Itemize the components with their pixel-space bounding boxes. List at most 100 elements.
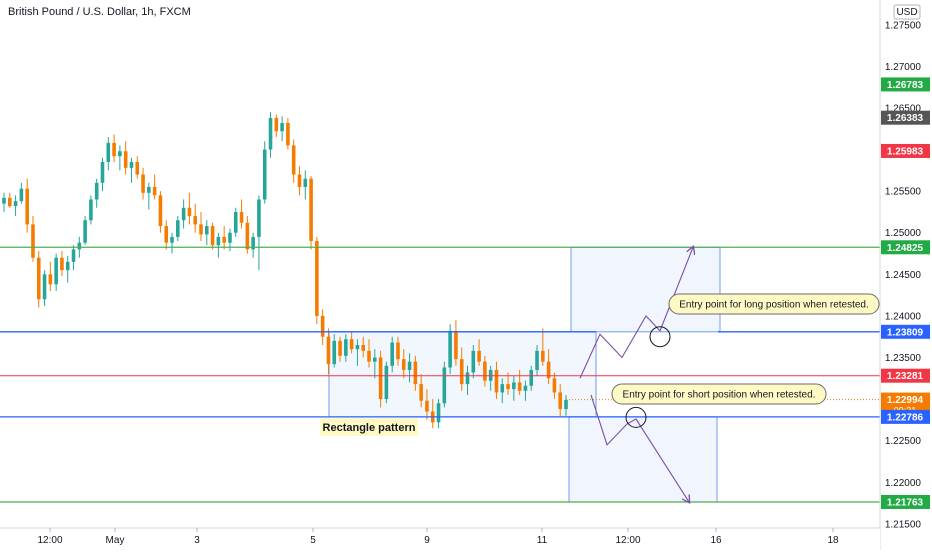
candle-body (42, 274, 47, 300)
price-marker: 1.22786 (881, 409, 930, 424)
candle-body (54, 257, 58, 285)
candle-body (471, 350, 476, 373)
candle-body (77, 242, 82, 250)
short-entry-callout-bubble (611, 383, 827, 405)
candle-body (106, 142, 111, 163)
time-tick-label: 5 (310, 535, 316, 546)
candle-body (373, 357, 377, 362)
price-axis[interactable]: 1.275001.270001.265001.260001.255001.250… (879, 0, 932, 550)
candle-body (25, 188, 29, 225)
long-entry-callout: Entry point for long position when retes… (668, 293, 880, 315)
candle-body (83, 220, 87, 243)
time-tick-label: May (106, 535, 125, 546)
price-marker-bg (881, 143, 930, 158)
candle-body (384, 365, 389, 400)
candle-body (355, 345, 360, 350)
price-marker-label: 1.25983 (887, 146, 924, 157)
time-tick-label: 9 (424, 535, 430, 546)
candle-body (529, 369, 534, 386)
short-retest-circle (625, 406, 647, 428)
candle-body (297, 174, 302, 187)
time-tick-label: 16 (710, 535, 722, 546)
candle-body (326, 336, 331, 365)
candle-body (239, 211, 244, 223)
short-entry-callout-text: Entry point for short position when rete… (623, 390, 816, 401)
long-projection-path (579, 247, 693, 379)
candle-body (512, 382, 516, 390)
candle-body (454, 330, 458, 360)
candle-body (332, 340, 337, 365)
rectangle-pattern-label-bg (320, 418, 418, 436)
long-entry-callout-bubble (668, 293, 880, 315)
price-marker-label: 1.24825 (887, 243, 924, 254)
candle-body (89, 199, 93, 221)
candle-body (181, 207, 186, 221)
long-retest-circle (649, 326, 671, 348)
price-marker-label: 1.26383 (887, 113, 924, 124)
candle-body (535, 350, 539, 370)
time-axis[interactable]: 12:00 May 3 5 9 11 12:00 16 18 (0, 527, 880, 550)
price-tick-label: 1.23500 (885, 353, 922, 364)
price-tick-label: 1.25000 (885, 228, 922, 239)
plot-area[interactable] (0, 0, 880, 528)
price-marker-bg (881, 368, 930, 383)
candle-body (251, 236, 255, 250)
candle-body (465, 372, 470, 385)
price-marker: 1.23809 (881, 324, 930, 339)
candle-body (152, 186, 157, 196)
candle-body (401, 359, 406, 370)
candle-body (291, 145, 296, 175)
currency-badge: USD (893, 4, 921, 20)
candle-body (442, 367, 447, 404)
candle-body (216, 236, 221, 246)
price-tick-label: 1.22000 (885, 478, 922, 489)
candle-body (210, 226, 215, 246)
rectangle-pattern-label: Rectangle pattern (320, 418, 418, 436)
candle-body (187, 207, 192, 217)
price-marker: 1.24825 (881, 240, 930, 255)
time-tick-label: 3 (194, 535, 200, 546)
time-tick-label: 12:00 (37, 535, 62, 546)
candle-body (320, 315, 325, 337)
candle-body (71, 249, 76, 262)
candle-body (60, 257, 64, 271)
candle-body (245, 222, 250, 250)
candle-body (500, 384, 505, 393)
candle-body (204, 226, 209, 235)
candle-body (147, 186, 151, 193)
candle-body (436, 403, 441, 423)
candle-body (31, 224, 35, 258)
candle-body (419, 384, 423, 401)
price-marker-bg (881, 409, 930, 424)
price-marker-label: 1.22786 (887, 412, 924, 423)
candle-body (228, 232, 232, 243)
short-projection-path (590, 394, 689, 502)
candle-body (315, 241, 319, 316)
price-marker: 1.25983 (881, 143, 930, 158)
candle-body (112, 142, 116, 157)
price-marker-label: 1.22994 (887, 395, 924, 406)
candle-body (349, 339, 354, 350)
candle-body (222, 236, 226, 243)
candle-body (170, 236, 174, 243)
candle-body (523, 385, 528, 391)
price-tick-label: 1.25500 (885, 187, 922, 198)
candle-body (176, 220, 180, 237)
price-marker-bg (881, 240, 930, 255)
candle-body (552, 378, 557, 393)
price-marker-label: 1.21763 (887, 497, 924, 508)
time-tick-label: 18 (827, 535, 839, 546)
candle-body (94, 182, 99, 200)
candle-body (413, 361, 418, 385)
price-marker: 1.26383 (881, 110, 930, 125)
candle-body (425, 400, 429, 412)
long-target-box (570, 246, 721, 333)
candle-body (390, 342, 394, 366)
price-tick-label: 1.27500 (885, 20, 922, 31)
candle-body (477, 350, 481, 362)
price-tick-label: 1.27000 (885, 62, 922, 73)
candle-body (367, 350, 371, 362)
price-marker-bg (881, 110, 930, 125)
time-tick-label: 12:00 (615, 535, 640, 546)
